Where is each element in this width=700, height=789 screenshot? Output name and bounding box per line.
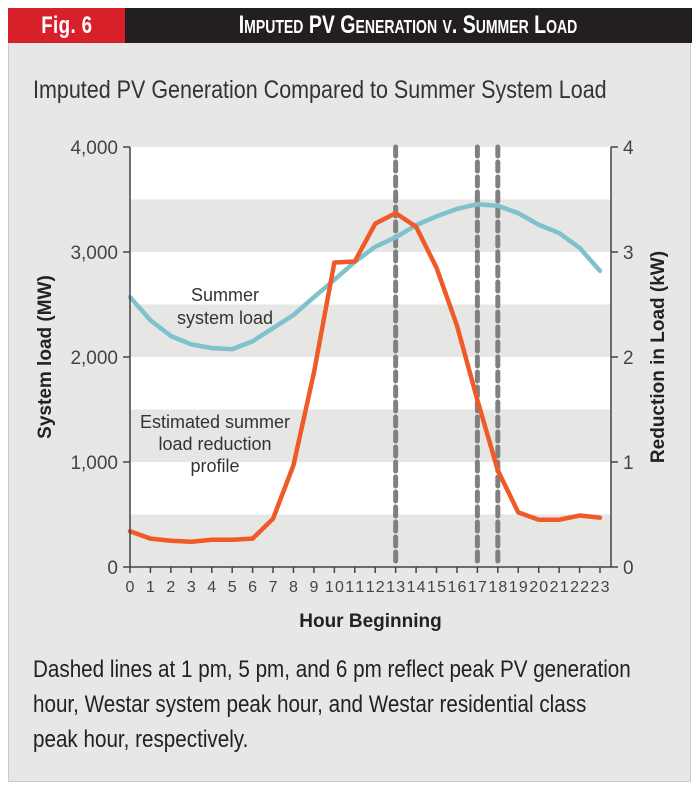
series-lines <box>127 201 603 545</box>
load-reduction-label: load reduction <box>158 434 271 454</box>
figure-number-badge: Fig. 6 <box>8 8 125 43</box>
x-tick-label: 4 <box>207 579 216 596</box>
x-tick-label: 15 <box>427 579 446 596</box>
x-tick-label: 5 <box>228 579 237 596</box>
y-axis-title: System load (MW) <box>35 275 56 439</box>
figure-title: Imputed PV Generation v. Summer Load <box>125 8 692 43</box>
x-tick-label: 2 <box>166 579 175 596</box>
x-axis-title: Hour Beginning <box>299 611 441 632</box>
y-tick-label: 0 <box>107 558 118 579</box>
grid-band <box>130 409 611 462</box>
load-reduction-line <box>127 210 603 545</box>
load-reduction-label: profile <box>190 456 239 476</box>
figure-title-text: Imputed PV Generation v. Summer Load <box>239 11 578 39</box>
grid-band <box>130 199 611 252</box>
x-tick-label: 6 <box>248 579 257 596</box>
y-tick-label: 4,000 <box>70 138 118 159</box>
x-tick-label: 19 <box>509 579 528 596</box>
x-tick-label: 12 <box>366 579 385 596</box>
x-tick-label: 9 <box>309 579 318 596</box>
x-tick-label: 21 <box>550 579 569 596</box>
x-tick-label: 3 <box>187 579 196 596</box>
figure-number-text: Fig. 6 <box>40 12 93 39</box>
system-load-label: system load <box>177 308 273 328</box>
x-tick-label: 22 <box>570 579 589 596</box>
system-load-line <box>127 201 603 352</box>
y2-tick-label: 4 <box>623 138 634 159</box>
y2-axis-title: Reduction in Load (kW) <box>648 251 669 463</box>
x-tick-label: 17 <box>468 579 487 596</box>
y2-tick-label: 2 <box>623 348 634 369</box>
x-tick-label: 14 <box>407 579 426 596</box>
x-tick-label: 13 <box>386 579 405 596</box>
dashed-reference-lines <box>393 144 501 570</box>
figure-caption: Dashed lines at 1 pm, 5 pm, and 6 pm ref… <box>33 656 631 753</box>
figure-header: Fig. 6 Imputed PV Generation v. Summer L… <box>8 8 692 43</box>
chart-title: Imputed PV Generation Compared to Summer… <box>33 76 607 104</box>
system-load-label: Summer <box>191 285 259 305</box>
x-tick-label: 20 <box>529 579 548 596</box>
x-tick-label: 16 <box>447 579 466 596</box>
load-reduction-label: Estimated summer <box>140 412 290 432</box>
y-tick-label: 2,000 <box>70 348 118 369</box>
y-tick-label: 3,000 <box>70 243 118 264</box>
x-tick-label: 8 <box>289 579 298 596</box>
x-tick-label: 10 <box>325 579 344 596</box>
x-tick-label: 7 <box>269 579 278 596</box>
x-tick-label: 23 <box>591 579 610 596</box>
y-tick-label: 1,000 <box>70 453 118 474</box>
x-tick-label: 1 <box>146 579 155 596</box>
x-tick-label: 18 <box>488 579 507 596</box>
x-tick-label: 11 <box>345 579 364 596</box>
x-tick-label: 0 <box>126 579 135 596</box>
y2-tick-label: 0 <box>623 558 634 579</box>
grid-bands <box>130 147 611 567</box>
y2-tick-label: 3 <box>623 243 634 264</box>
y2-tick-label: 1 <box>623 453 634 474</box>
